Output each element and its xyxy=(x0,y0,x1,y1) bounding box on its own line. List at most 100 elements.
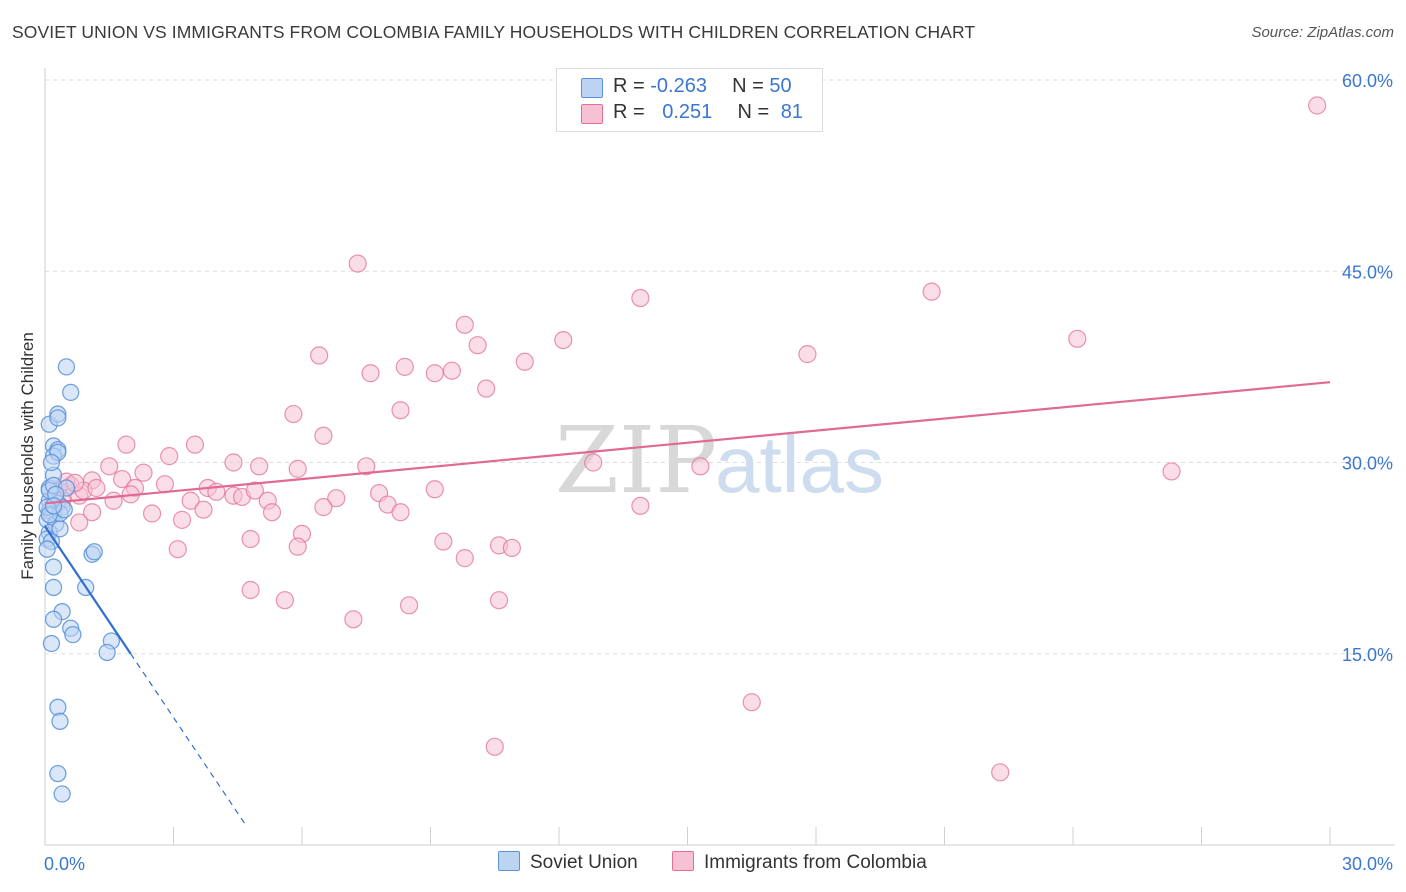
colombia-swatch xyxy=(672,851,694,871)
colombia-point xyxy=(425,480,444,499)
colombia-point xyxy=(194,500,213,519)
colombia-point xyxy=(172,510,192,529)
colombia-point xyxy=(395,357,414,376)
soviet-point xyxy=(42,453,61,472)
correlation-legend: R = -0.263 N = 50 R = 0.251 N = 81 xyxy=(556,68,823,132)
soviet-point xyxy=(57,358,76,376)
colombia-point xyxy=(631,496,650,515)
colombia-point xyxy=(87,478,106,498)
soviet-point xyxy=(44,558,63,576)
colombia-point xyxy=(288,537,307,556)
colombia-point xyxy=(262,503,282,522)
soviet-swatch xyxy=(498,851,520,871)
r-value: 0.251 xyxy=(662,101,713,123)
gridlines xyxy=(45,79,1395,655)
colombia-point xyxy=(991,763,1010,782)
soviet-point xyxy=(49,698,67,716)
n-label: N = xyxy=(732,75,770,97)
legend-label-colombia: Immigrants from Colombia xyxy=(704,852,927,873)
colombia-point xyxy=(142,504,162,523)
colombia-point xyxy=(399,596,419,615)
colombia-point xyxy=(357,457,376,476)
soviet-point xyxy=(38,540,56,558)
x-tick-label: 30.0% xyxy=(1342,854,1393,874)
trend-lines xyxy=(44,381,1331,827)
colombia-point xyxy=(361,364,380,383)
watermark-atlas: atlas xyxy=(715,420,884,509)
colombia-point xyxy=(327,489,346,508)
colombia-point xyxy=(442,361,462,380)
colombia-point xyxy=(434,532,453,551)
colombia-point xyxy=(485,737,504,756)
colombia-point xyxy=(344,610,363,629)
colombia-trend-line xyxy=(44,381,1331,505)
soviet-point xyxy=(44,497,63,515)
colombia-point xyxy=(1068,329,1087,348)
colombia-point xyxy=(391,503,410,522)
colombia-point xyxy=(245,481,264,500)
colombia-point xyxy=(155,475,175,494)
colombia-point xyxy=(425,364,444,383)
colombia-point xyxy=(691,457,710,476)
colombia-point xyxy=(489,591,509,610)
colombia-point xyxy=(455,315,474,334)
tick-labels: 15.0% 30.0% 45.0% 60.0% 0.0% 30.0% xyxy=(44,71,1393,874)
colombia-point xyxy=(348,254,367,273)
colombia-point xyxy=(922,282,941,301)
colombia-point xyxy=(314,498,333,517)
colombia-point xyxy=(250,457,269,476)
soviet-point xyxy=(53,785,71,803)
colombia-point xyxy=(168,540,187,559)
r-value: -0.263 xyxy=(650,75,707,97)
y-tick-label: 15.0% xyxy=(1342,645,1393,665)
colombia-point xyxy=(70,513,89,532)
legend-label-soviet: Soviet Union xyxy=(530,852,638,873)
colombia-point xyxy=(104,491,123,510)
colombia-point xyxy=(117,435,136,454)
soviet-trend-line xyxy=(44,525,132,655)
colombia-point xyxy=(798,345,817,364)
y-tick-label: 60.0% xyxy=(1342,71,1393,91)
n-value: 81 xyxy=(780,101,803,123)
colombia-point xyxy=(468,336,487,355)
colombia-point xyxy=(241,580,260,600)
colombia-point xyxy=(100,457,119,476)
soviet-point xyxy=(85,543,103,561)
colombia-point xyxy=(241,529,260,549)
legend-item-soviet[interactable]: Soviet Union xyxy=(498,851,638,874)
colombia-swatch xyxy=(581,104,603,124)
soviet-point xyxy=(49,409,67,427)
soviet-point xyxy=(42,634,61,653)
colombia-point xyxy=(224,453,243,472)
colombia-point xyxy=(455,549,474,568)
source-label: Source: ZipAtlas.com xyxy=(1251,24,1394,41)
soviet-point xyxy=(98,643,116,662)
colombia-point xyxy=(284,404,303,424)
soviet-point xyxy=(49,764,67,783)
colombia-point xyxy=(288,459,307,478)
colombia-point xyxy=(1308,96,1327,115)
colombia-point xyxy=(1162,462,1181,481)
soviet-point xyxy=(62,383,80,402)
soviet-trend-extension xyxy=(130,653,247,827)
colombia-point xyxy=(310,346,329,365)
r-label: R = xyxy=(613,75,651,97)
soviet-point xyxy=(44,578,63,597)
colombia-point xyxy=(502,538,521,558)
colombia-point xyxy=(515,352,534,371)
legend-item-colombia[interactable]: Immigrants from Colombia xyxy=(672,851,927,874)
r-label: R = xyxy=(613,101,651,123)
colombia-point xyxy=(742,693,761,712)
chart-title: SOVIET UNION VS IMMIGRANTS FROM COLOMBIA… xyxy=(12,22,976,42)
soviet-point xyxy=(44,610,63,628)
colombia-point xyxy=(554,331,573,350)
colombia-point xyxy=(391,401,410,420)
y-tick-label: 45.0% xyxy=(1342,262,1393,282)
colombia-point xyxy=(477,379,496,398)
colombia-point xyxy=(275,591,294,610)
y-tick-label: 30.0% xyxy=(1342,454,1393,474)
series-soviet-points xyxy=(38,358,121,803)
soviet-swatch xyxy=(581,78,603,98)
colombia-point xyxy=(134,463,153,482)
